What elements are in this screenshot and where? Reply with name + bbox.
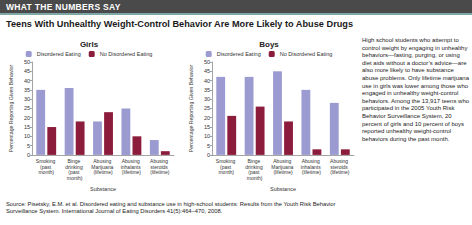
- svg-text:Abusing: Abusing: [121, 157, 142, 164]
- svg-text:Abusing: Abusing: [150, 157, 170, 164]
- svg-text:month): month): [247, 175, 263, 181]
- svg-text:Marijuana: Marijuana: [91, 163, 115, 170]
- svg-text:40: 40: [204, 78, 210, 84]
- svg-text:(past: (past: [220, 163, 233, 170]
- svg-text:Substance: Substance: [270, 186, 296, 192]
- svg-text:steroids: steroids: [330, 163, 350, 170]
- svg-text:20: 20: [24, 115, 30, 121]
- svg-text:5: 5: [207, 143, 210, 149]
- svg-text:Disordered Eating: Disordered Eating: [217, 51, 261, 57]
- svg-text:(lifetime): (lifetime): [330, 169, 350, 175]
- svg-text:(past: (past: [68, 169, 81, 176]
- svg-text:Abusing: Abusing: [330, 157, 350, 164]
- svg-text:Substance: Substance: [90, 186, 116, 192]
- svg-text:steroids: steroids: [150, 163, 170, 170]
- svg-text:35: 35: [24, 87, 30, 93]
- svg-text:0: 0: [27, 152, 30, 158]
- svg-text:Girls: Girls: [80, 40, 99, 49]
- svg-text:month): month): [218, 169, 234, 175]
- svg-text:Smoking: Smoking: [35, 157, 57, 164]
- svg-text:20: 20: [204, 115, 210, 121]
- svg-text:month): month): [67, 175, 83, 181]
- svg-text:inhalants: inhalants: [300, 163, 323, 170]
- svg-text:drinking: drinking: [65, 163, 85, 170]
- html-text:High school students who attem: High school students who attempt to cont…: [362, 37, 470, 142]
- svg-text:drinking: drinking: [245, 163, 265, 170]
- svg-text:Boys: Boys: [259, 40, 279, 49]
- svg-text:25: 25: [24, 105, 30, 111]
- svg-text:50: 50: [204, 59, 210, 65]
- svg-text:Marijuana: Marijuana: [271, 163, 295, 170]
- svg-text:(past: (past: [40, 163, 53, 170]
- svg-text:No Disordered Eating: No Disordered Eating: [280, 51, 333, 57]
- svg-text:(lifetime): (lifetime): [273, 169, 293, 175]
- svg-text:25: 25: [204, 105, 210, 111]
- html-text:WHAT THE NUMBERS SAY: WHAT THE NUMBERS SAY: [6, 2, 121, 12]
- svg-text:inhalants: inhalants: [120, 163, 143, 170]
- svg-text:(lifetime): (lifetime): [150, 169, 170, 175]
- svg-text:(past: (past: [248, 169, 261, 176]
- svg-text:No Disordered Eating: No Disordered Eating: [100, 51, 153, 57]
- svg-text:45: 45: [24, 68, 30, 74]
- svg-text:Disordered Eating: Disordered Eating: [37, 51, 81, 57]
- svg-text:35: 35: [204, 87, 210, 93]
- svg-text:10: 10: [204, 133, 210, 139]
- svg-text:10: 10: [24, 133, 30, 139]
- svg-text:Percentage Reporting Given Beh: Percentage Reporting Given Behavior: [188, 64, 194, 152]
- html-text:Teens With Unhealthy Weight-Co: Teens With Unhealthy Weight-Control Beha…: [6, 19, 353, 29]
- svg-text:50: 50: [24, 59, 30, 65]
- svg-text:40: 40: [24, 78, 30, 84]
- svg-text:(lifetime): (lifetime): [302, 169, 322, 175]
- svg-text:15: 15: [24, 124, 30, 130]
- svg-text:Abusing: Abusing: [273, 157, 293, 164]
- svg-text:0: 0: [207, 152, 210, 158]
- svg-text:Abusing: Abusing: [301, 157, 322, 164]
- html-text:Source: Pisetsky, E.M. et al.: Source: Pisetsky, E.M. et al. Disordered…: [6, 201, 336, 214]
- svg-text:5: 5: [27, 143, 30, 149]
- svg-text:Binge: Binge: [247, 157, 262, 164]
- svg-text:15: 15: [204, 124, 210, 130]
- svg-text:45: 45: [204, 68, 210, 74]
- svg-text:30: 30: [204, 96, 210, 102]
- svg-text:30: 30: [24, 96, 30, 102]
- svg-text:Binge: Binge: [67, 157, 82, 164]
- svg-text:Percentage Reporting Given Beh: Percentage Reporting Given Behavior: [8, 64, 14, 152]
- svg-text:month): month): [38, 169, 54, 175]
- svg-text:(lifetime): (lifetime): [93, 169, 113, 175]
- svg-text:Smoking: Smoking: [215, 157, 237, 164]
- svg-text:Abusing: Abusing: [93, 157, 113, 164]
- svg-text:(lifetime): (lifetime): [122, 169, 142, 175]
